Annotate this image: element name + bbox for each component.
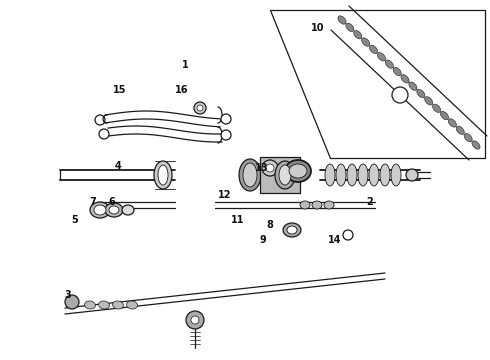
Ellipse shape — [401, 75, 409, 83]
Ellipse shape — [336, 164, 346, 186]
Circle shape — [221, 130, 231, 140]
Ellipse shape — [338, 16, 346, 24]
Circle shape — [343, 230, 353, 240]
Ellipse shape — [98, 301, 109, 309]
Ellipse shape — [126, 301, 138, 309]
Ellipse shape — [369, 164, 379, 186]
Ellipse shape — [287, 226, 297, 234]
Ellipse shape — [347, 164, 357, 186]
Ellipse shape — [417, 89, 425, 98]
Text: 7: 7 — [90, 197, 97, 207]
Ellipse shape — [105, 203, 123, 217]
Circle shape — [266, 164, 274, 172]
Text: 10: 10 — [311, 23, 325, 33]
Ellipse shape — [456, 126, 465, 135]
Ellipse shape — [289, 164, 307, 178]
Ellipse shape — [94, 205, 106, 215]
Circle shape — [262, 160, 278, 176]
Ellipse shape — [409, 82, 417, 90]
Ellipse shape — [243, 163, 257, 187]
Ellipse shape — [312, 201, 322, 209]
Text: 1: 1 — [182, 60, 188, 70]
Ellipse shape — [377, 53, 386, 61]
Ellipse shape — [325, 164, 335, 186]
Ellipse shape — [472, 141, 480, 149]
Text: 2: 2 — [367, 197, 373, 207]
Circle shape — [191, 316, 199, 324]
Ellipse shape — [369, 45, 378, 54]
Ellipse shape — [354, 31, 362, 39]
Circle shape — [221, 114, 231, 124]
Ellipse shape — [158, 165, 168, 185]
Ellipse shape — [385, 60, 393, 68]
Ellipse shape — [279, 165, 291, 185]
Text: 13: 13 — [255, 163, 269, 173]
Ellipse shape — [425, 97, 433, 105]
Text: 5: 5 — [72, 215, 78, 225]
Bar — [260, 157, 300, 193]
Ellipse shape — [324, 201, 334, 209]
Ellipse shape — [391, 164, 401, 186]
Text: 6: 6 — [109, 197, 115, 207]
Ellipse shape — [90, 202, 110, 218]
Circle shape — [197, 105, 203, 111]
Text: 14: 14 — [328, 235, 342, 245]
Ellipse shape — [464, 134, 472, 142]
Text: 3: 3 — [65, 290, 72, 300]
Circle shape — [99, 129, 109, 139]
Ellipse shape — [300, 201, 310, 209]
Ellipse shape — [433, 104, 441, 112]
Circle shape — [392, 87, 408, 103]
Text: 11: 11 — [231, 215, 245, 225]
Circle shape — [406, 169, 418, 181]
Ellipse shape — [441, 111, 448, 120]
Ellipse shape — [275, 161, 295, 189]
Text: 12: 12 — [218, 190, 232, 200]
Circle shape — [194, 102, 206, 114]
Polygon shape — [270, 10, 485, 158]
Circle shape — [95, 115, 105, 125]
Ellipse shape — [283, 223, 301, 237]
Circle shape — [65, 295, 79, 309]
Ellipse shape — [109, 206, 119, 214]
Ellipse shape — [239, 159, 261, 191]
Ellipse shape — [362, 38, 369, 46]
Ellipse shape — [346, 23, 354, 32]
Ellipse shape — [154, 161, 172, 189]
Ellipse shape — [285, 160, 311, 182]
Ellipse shape — [113, 301, 123, 309]
Text: 8: 8 — [267, 220, 273, 230]
Ellipse shape — [85, 301, 96, 309]
Ellipse shape — [448, 119, 456, 127]
Ellipse shape — [122, 205, 134, 215]
Text: 16: 16 — [175, 85, 189, 95]
Text: 9: 9 — [260, 235, 267, 245]
Text: 15: 15 — [113, 85, 127, 95]
Circle shape — [186, 311, 204, 329]
Ellipse shape — [393, 67, 401, 76]
Text: 4: 4 — [115, 161, 122, 171]
Ellipse shape — [380, 164, 390, 186]
Ellipse shape — [358, 164, 368, 186]
